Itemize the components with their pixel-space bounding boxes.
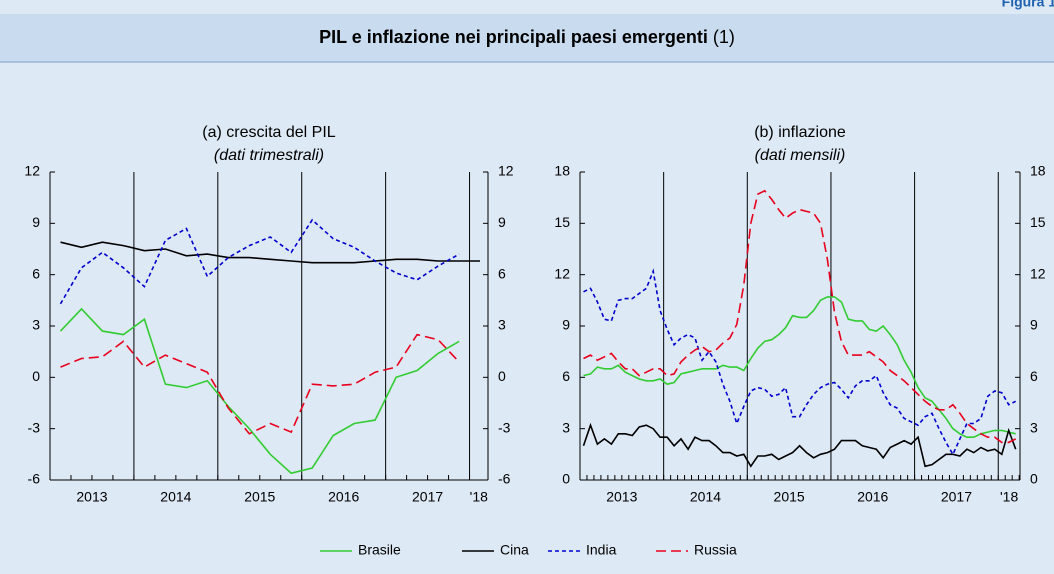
- y-tick-label: 3: [32, 317, 40, 333]
- y2-tick-label: -6: [498, 471, 511, 487]
- series-line: [583, 189, 1017, 444]
- x-tick-label: 2017: [412, 489, 443, 505]
- series-line: [583, 296, 1016, 438]
- y-tick-label: 6: [32, 265, 40, 281]
- y-tick-label: -6: [28, 471, 41, 487]
- y-tick-label: 12: [24, 163, 40, 179]
- y-tick-label: 6: [562, 368, 570, 384]
- series-line: [59, 307, 460, 475]
- y2-tick-label: 12: [1030, 265, 1046, 281]
- x-tick-label: 2015: [774, 489, 805, 505]
- y-tick-label: 9: [562, 317, 570, 333]
- y2-tick-label: 12: [498, 163, 514, 179]
- y2-tick-label: 3: [1030, 419, 1038, 435]
- y-tick-label: 0: [562, 471, 570, 487]
- legend: Brasile Cina India Russia: [320, 542, 737, 558]
- x-tick-label: 2016: [857, 489, 888, 505]
- x-tick-label: 2014: [160, 489, 191, 505]
- y-tick-label: 9: [32, 214, 40, 230]
- legend-label: India: [586, 542, 617, 558]
- panel-title: (a) crescita del PIL: [202, 124, 335, 141]
- figure-title: PIL e inflazione nei principali paesi em…: [319, 27, 735, 47]
- y2-tick-label: 6: [498, 265, 506, 281]
- y2-tick-label: 6: [1030, 368, 1038, 384]
- title-note: (1): [713, 27, 735, 47]
- y-tick-label: 3: [562, 419, 570, 435]
- panel-subtitle: (dati trimestrali): [214, 147, 324, 164]
- x-tick-label: 2014: [690, 489, 721, 505]
- x-tick-label: '18: [1000, 489, 1018, 505]
- y2-tick-label: 9: [498, 214, 506, 230]
- y2-tick-label: 15: [1030, 214, 1046, 230]
- y2-tick-label: 0: [498, 368, 506, 384]
- figure-label: Figura 1.: [1002, 0, 1054, 10]
- y2-tick-label: -3: [498, 419, 511, 435]
- x-tick-label: 2017: [941, 489, 972, 505]
- y-tick-label: 18: [554, 163, 570, 179]
- y2-tick-label: 0: [1030, 471, 1038, 487]
- y2-tick-label: 18: [1030, 163, 1046, 179]
- y-tick-label: 0: [32, 368, 40, 384]
- x-tick-label: 2015: [244, 489, 275, 505]
- x-tick-label: 2016: [328, 489, 359, 505]
- series-line: [60, 241, 480, 264]
- x-tick-label: 2013: [76, 489, 107, 505]
- legend-label: Brasile: [358, 542, 401, 558]
- title-main: PIL e inflazione nei principali paesi em…: [319, 27, 708, 47]
- y2-tick-label: 9: [1030, 317, 1038, 333]
- header-band: [0, 14, 1054, 62]
- series-line: [60, 333, 460, 435]
- x-tick-label: '18: [470, 489, 488, 505]
- series-line: [583, 268, 1017, 457]
- series-line: [582, 422, 1017, 468]
- series-line: [59, 218, 460, 305]
- legend-label: Cina: [500, 542, 529, 558]
- y2-tick-label: 3: [498, 317, 506, 333]
- y-tick-label: 12: [554, 265, 570, 281]
- y-tick-label: 15: [554, 214, 570, 230]
- panel-subtitle: (dati mensili): [755, 147, 846, 164]
- legend-label: Russia: [694, 542, 737, 558]
- x-tick-label: 2013: [606, 489, 637, 505]
- y-tick-label: -3: [28, 419, 41, 435]
- panel-title: (b) inflazione: [754, 124, 846, 141]
